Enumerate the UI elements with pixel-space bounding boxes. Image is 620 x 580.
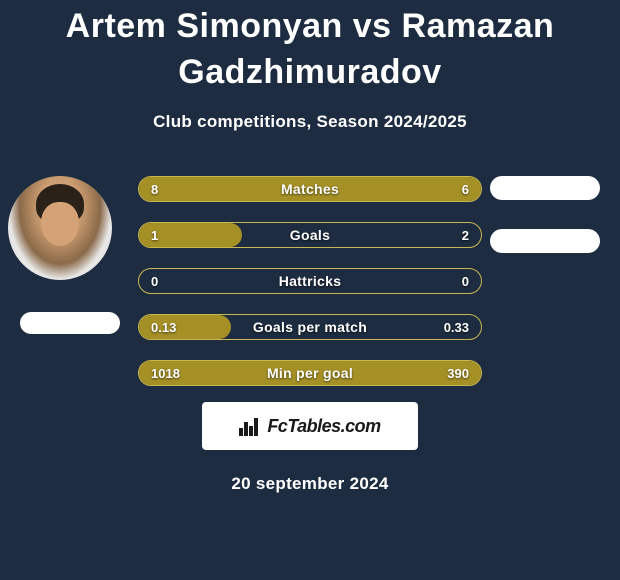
- comparison-bars: 86Matches 12Goals 00Hattricks 0.130.33Goals…: [138, 176, 482, 406]
- stat-label: Goals: [139, 223, 481, 247]
- date-label: 20 september 2024: [0, 474, 620, 494]
- stat-bar: 0.130.33Goals per match: [138, 314, 482, 340]
- player-right-pill-2: [490, 229, 600, 253]
- stat-bar: 86Matches: [138, 176, 482, 202]
- title-line-2: Gadzhimuradov: [178, 53, 441, 91]
- player-left-name-pill: [20, 312, 120, 334]
- player-left-avatar: [8, 176, 112, 280]
- page-title: Artem Simonyan vs Ramazan Gadzhimuradov: [0, 0, 620, 96]
- stat-label: Hattricks: [139, 269, 481, 293]
- player-right-pill-1: [490, 176, 600, 200]
- subtitle: Club competitions, Season 2024/2025: [0, 112, 620, 132]
- stat-bar: 1018390Min per goal: [138, 360, 482, 386]
- stat-label: Matches: [139, 177, 481, 201]
- stat-label: Min per goal: [139, 361, 481, 385]
- logo-text: FcTables.com: [267, 416, 380, 437]
- stat-bar: 12Goals: [138, 222, 482, 248]
- bar-chart-icon: [239, 416, 261, 436]
- stat-bar: 00Hattricks: [138, 268, 482, 294]
- title-line-1: Artem Simonyan vs Ramazan: [66, 7, 555, 45]
- fctables-logo[interactable]: FcTables.com: [202, 402, 418, 450]
- stat-label: Goals per match: [139, 315, 481, 339]
